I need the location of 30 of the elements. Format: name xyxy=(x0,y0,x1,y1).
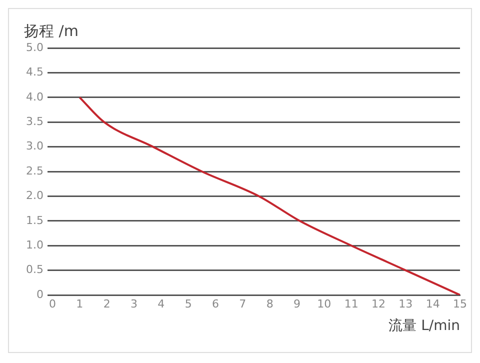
y-tick-label: 0.5 xyxy=(26,263,44,276)
y-tick-label: 3.5 xyxy=(26,114,44,128)
y-tick-label: 1.0 xyxy=(26,238,44,252)
x-tick-label: 4 xyxy=(158,297,165,310)
y-tick-label: 2.5 xyxy=(26,164,44,178)
x-tick-label: 12 xyxy=(372,297,386,310)
y-tick-label: 1.5 xyxy=(26,214,44,227)
x-tick-label: 11 xyxy=(344,297,358,310)
y-tick-label: 4.0 xyxy=(26,90,44,104)
x-tick-label: 15 xyxy=(453,297,467,310)
x-tick-label: 14 xyxy=(426,297,440,310)
x-tick-label: 9 xyxy=(293,297,300,310)
x-tick-label: 2 xyxy=(103,297,110,310)
y-tick-label: 4.5 xyxy=(26,66,44,79)
y-axis-title: 扬程 /m xyxy=(24,22,78,41)
x-axis-title: 流量 L/min xyxy=(388,318,460,334)
x-tick-label: 13 xyxy=(398,297,413,310)
y-tick-label: 0 xyxy=(36,288,44,301)
x-tick-label: 5 xyxy=(184,297,192,310)
y-tick-label: 2.0 xyxy=(26,189,44,202)
line-series xyxy=(78,96,460,295)
x-tick-label: 10 xyxy=(317,297,332,310)
y-tick-label: 3.0 xyxy=(26,140,44,153)
x-tick-label: 0 xyxy=(48,297,56,310)
x-tick-label: 1 xyxy=(76,297,84,310)
x-tick-label: 8 xyxy=(266,297,274,310)
x-tick-label: 3 xyxy=(130,297,138,310)
x-tick-label: 6 xyxy=(212,297,219,310)
y-tick-label: 5.0 xyxy=(26,40,44,54)
x-tick-label: 7 xyxy=(239,297,246,310)
